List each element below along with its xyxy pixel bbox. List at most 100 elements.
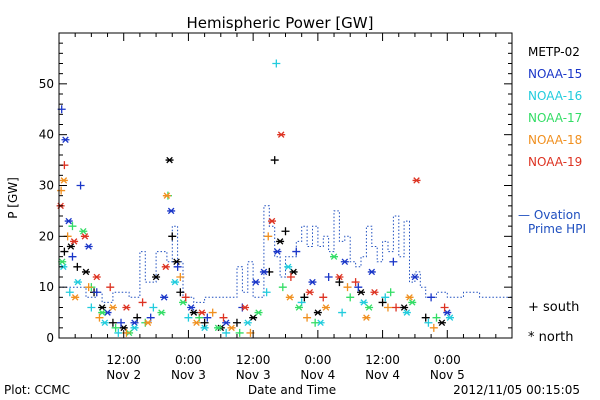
point-noaa-18-north: [405, 294, 414, 301]
point-noaa-19-north: [70, 238, 79, 245]
legend-noaa-18: NOAA-18: [528, 133, 582, 147]
point-noaa-15-south: [389, 257, 398, 266]
point-noaa-17-south: [68, 222, 77, 231]
y-axis-label: P [GW]: [6, 177, 20, 219]
point-noaa-16-north: [402, 309, 411, 316]
point-noaa-19-north: [412, 177, 421, 184]
x-tick-date-label: Nov 5: [430, 368, 465, 382]
x-tick-date-label: Nov 2: [106, 368, 141, 382]
point-noaa-15-north: [187, 304, 196, 311]
point-noaa-18-south: [176, 273, 185, 281]
legend-noaa-17: NOAA-17: [528, 111, 582, 125]
y-tick-label: 0: [46, 331, 54, 345]
point-noaa-19-south: [440, 303, 449, 312]
point-noaa-17-north: [157, 309, 166, 316]
point-noaa-17-south: [432, 313, 441, 322]
point-metp-02-south: [232, 318, 241, 327]
legend-noaa-16: NOAA-16: [528, 89, 582, 103]
y-tick-label: 40: [39, 128, 54, 142]
point-noaa-16-south: [424, 318, 433, 327]
point-noaa-15-north: [251, 278, 260, 286]
legend-noaa-15: NOAA-15: [528, 67, 582, 81]
point-noaa-15-north: [340, 258, 349, 266]
point-metp-02-north: [66, 243, 75, 250]
point-noaa-18-north: [227, 324, 236, 332]
point-noaa-15-south: [324, 273, 333, 281]
y-tick-label: 50: [39, 77, 54, 91]
point-noaa-17-south: [278, 283, 287, 292]
point-noaa-19-north: [335, 273, 344, 281]
point-noaa-15-north: [130, 319, 139, 327]
legend-ovation-line1: — Ovation: [518, 208, 581, 222]
point-noaa-19-north: [268, 217, 277, 225]
point-noaa-18-north: [162, 192, 171, 199]
point-noaa-16-north: [359, 299, 368, 306]
point-noaa-15-north: [84, 243, 93, 250]
point-noaa-17-north: [58, 258, 67, 266]
x-tick-time-label: 12:00: [365, 353, 400, 367]
point-metp-02-north: [98, 304, 107, 311]
point-noaa-15-south: [292, 247, 301, 256]
point-noaa-16-north: [170, 278, 179, 286]
point-metp-02-north: [249, 314, 258, 321]
point-noaa-19-north: [197, 309, 206, 316]
point-noaa-18-north: [192, 319, 201, 327]
point-noaa-15-south: [173, 262, 182, 271]
x-tick-date-label: Nov 4: [365, 368, 400, 382]
x-tick-time-label: 0:00: [434, 353, 461, 367]
point-noaa-19-south: [319, 293, 328, 302]
point-metp-02-north: [165, 156, 174, 164]
point-noaa-19-south: [106, 283, 115, 292]
point-noaa-18-south: [264, 232, 273, 241]
point-noaa-17-north: [98, 309, 107, 316]
point-noaa-15-north: [64, 217, 73, 225]
series-noaa-16: [59, 59, 454, 337]
series-metp-02: [60, 156, 446, 332]
point-noaa-15-north: [222, 319, 231, 327]
point-metp-02-north: [400, 304, 409, 311]
point-metp-02-south: [281, 227, 290, 236]
x-tick-date-label: Nov 3: [171, 368, 206, 382]
point-noaa-16-south: [87, 303, 96, 312]
point-noaa-18-north: [321, 304, 330, 311]
point-metp-02-north: [81, 268, 90, 276]
point-noaa-19-south: [181, 293, 190, 302]
point-noaa-15-south: [92, 288, 101, 297]
y-tick-label: 20: [39, 229, 54, 243]
point-noaa-19-north: [370, 288, 379, 296]
point-noaa-17-south: [235, 328, 244, 337]
point-noaa-17-south: [346, 293, 355, 302]
point-noaa-18-north: [285, 294, 294, 301]
point-noaa-19-north: [92, 273, 101, 281]
x-tick-date-label: Nov 4: [300, 368, 335, 382]
point-metp-02-south: [108, 318, 117, 327]
point-noaa-17-north: [408, 299, 417, 306]
y-tick-label: 10: [39, 280, 54, 294]
point-noaa-19-south: [351, 278, 360, 287]
point-metp-02-south: [300, 293, 309, 302]
point-noaa-17-north: [254, 309, 263, 316]
point-noaa-16-north: [73, 278, 82, 286]
point-noaa-15-south: [354, 283, 363, 292]
point-noaa-18-north: [59, 177, 68, 184]
point-noaa-16-south: [222, 328, 231, 337]
point-noaa-16-south: [272, 59, 281, 68]
legend-marker-north: * north: [528, 330, 574, 345]
x-tick-time-label: 12:00: [236, 353, 271, 367]
chart-title: Hemispheric Power [GW]: [187, 14, 374, 32]
point-metp-02-north: [437, 319, 446, 327]
point-noaa-19-south: [392, 303, 401, 312]
point-noaa-15-north: [308, 278, 317, 286]
point-metp-02-north: [276, 238, 285, 245]
legend-layer: METP-02 NOAA-15 NOAA-16 NOAA-17 NOAA-18 NOAA-…: [518, 45, 586, 345]
point-noaa-16-south: [149, 303, 158, 312]
point-noaa-19-north: [122, 304, 131, 311]
point-metp-02-north: [289, 268, 298, 276]
point-metp-02-south: [176, 288, 185, 297]
point-noaa-17-north: [294, 304, 303, 311]
x-axis-label: Date and Time: [248, 383, 336, 397]
point-noaa-17-south: [386, 288, 395, 297]
point-metp-02-south: [335, 278, 344, 287]
